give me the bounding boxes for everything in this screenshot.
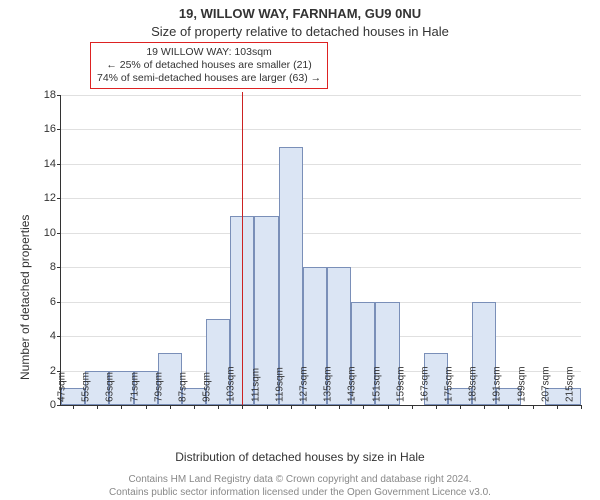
x-tick-mark (388, 405, 389, 409)
x-tick-label: 175sqm (444, 366, 455, 405)
footer-copyright-1: Contains HM Land Registry data © Crown c… (0, 474, 600, 485)
x-tick-label: 207sqm (540, 366, 551, 405)
y-tick-mark (57, 405, 61, 406)
x-tick-label: 47sqm (57, 372, 68, 405)
x-tick-mark (436, 405, 437, 409)
x-tick-label: 55sqm (81, 372, 92, 405)
x-tick-mark (484, 405, 485, 409)
y-tick-mark (57, 336, 61, 337)
x-tick-mark (460, 405, 461, 409)
x-tick-label: 95sqm (202, 372, 213, 405)
x-tick-mark (363, 405, 364, 409)
y-tick-mark (57, 164, 61, 165)
annotation-line-3: 74% of semi-detached houses are larger (… (97, 72, 321, 85)
chart-subtitle: Size of property relative to detached ho… (0, 24, 600, 39)
x-tick-label: 127sqm (298, 366, 309, 405)
x-tick-label: 183sqm (468, 366, 479, 405)
x-tick-mark (267, 405, 268, 409)
x-tick-label: 215sqm (565, 366, 576, 405)
x-axis-label: Distribution of detached houses by size … (0, 450, 600, 464)
footer-copyright-2: Contains public sector information licen… (0, 487, 600, 498)
x-tick-mark (146, 405, 147, 409)
gridline (61, 95, 581, 96)
x-tick-label: 79sqm (153, 372, 164, 405)
x-tick-label: 167sqm (419, 366, 430, 405)
x-tick-mark (73, 405, 74, 409)
x-tick-label: 71sqm (129, 372, 140, 405)
y-axis-label: Number of detached properties (18, 215, 32, 380)
y-tick-mark (57, 129, 61, 130)
chart-title: 19, WILLOW WAY, FARNHAM, GU9 0NU (0, 6, 600, 21)
x-tick-mark (242, 405, 243, 409)
x-tick-mark (412, 405, 413, 409)
gridline (61, 164, 581, 165)
x-tick-label: 151sqm (371, 366, 382, 405)
x-tick-mark (97, 405, 98, 409)
x-tick-label: 143sqm (347, 366, 358, 405)
gridline (61, 129, 581, 130)
x-tick-mark (508, 405, 509, 409)
x-tick-label: 87sqm (178, 372, 189, 405)
x-tick-mark (170, 405, 171, 409)
x-tick-mark (339, 405, 340, 409)
x-tick-label: 103sqm (226, 366, 237, 405)
y-tick-mark (57, 267, 61, 268)
y-tick-mark (57, 233, 61, 234)
x-tick-mark (218, 405, 219, 409)
x-tick-mark (291, 405, 292, 409)
x-tick-label: 111sqm (250, 368, 261, 405)
annotation-line-1: 19 WILLOW WAY: 103sqm (97, 46, 321, 59)
gridline (61, 198, 581, 199)
x-tick-label: 159sqm (395, 366, 406, 405)
x-tick-mark (315, 405, 316, 409)
x-tick-label: 191sqm (492, 366, 503, 405)
x-tick-mark (194, 405, 195, 409)
gridline (61, 233, 581, 234)
x-tick-label: 63sqm (105, 372, 116, 405)
x-tick-mark (581, 405, 582, 409)
annotation-box: 19 WILLOW WAY: 103sqm ← 25% of detached … (90, 42, 328, 89)
reference-line (242, 92, 243, 405)
x-tick-mark (533, 405, 534, 409)
x-tick-label: 135sqm (323, 366, 334, 405)
y-tick-mark (57, 302, 61, 303)
y-tick-mark (57, 95, 61, 96)
x-tick-label: 119sqm (274, 367, 285, 405)
plot-area: 02468101214161847sqm55sqm63sqm71sqm79sqm… (60, 95, 581, 406)
annotation-line-2: ← 25% of detached houses are smaller (21… (97, 59, 321, 72)
y-tick-mark (57, 198, 61, 199)
x-tick-mark (557, 405, 558, 409)
x-tick-mark (121, 405, 122, 409)
x-tick-label: 199sqm (516, 366, 527, 405)
